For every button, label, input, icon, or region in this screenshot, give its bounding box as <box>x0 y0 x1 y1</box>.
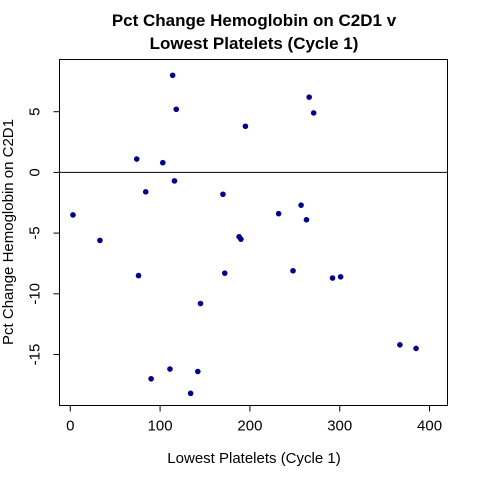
data-point <box>173 106 180 113</box>
x-tick-label: 200 <box>237 418 262 435</box>
data-point <box>220 191 226 198</box>
data-point <box>97 237 103 244</box>
data-point <box>298 202 304 208</box>
chart-title-line-1: Pct Change Hemoglobin on C2D1 v <box>112 11 397 30</box>
data-point <box>142 189 149 195</box>
data-point <box>413 345 419 352</box>
x-tick-label: 400 <box>417 418 442 435</box>
data-point <box>397 341 403 348</box>
data-point <box>238 236 244 242</box>
y-tick-label: -5 <box>27 226 44 239</box>
data-point <box>169 72 176 79</box>
y-tick-label: 0 <box>27 168 44 176</box>
data-point <box>337 274 344 280</box>
y-axis: -15 -10 -5 0 5 <box>27 108 60 366</box>
data-point <box>135 272 142 279</box>
data-point <box>171 178 178 184</box>
data-point <box>303 216 310 223</box>
chart-title-line-2: Lowest Platelets (Cycle 1) <box>150 34 359 53</box>
data-point <box>70 212 76 218</box>
data-point <box>290 267 296 274</box>
x-axis: 0 100 200 300 400 <box>66 405 442 435</box>
data-point <box>159 159 166 166</box>
y-tick-label: -15 <box>27 344 44 366</box>
data-point <box>133 156 140 162</box>
data-point <box>187 390 194 397</box>
x-tick-label: 100 <box>148 418 173 435</box>
y-axis-label: Pct Change Hemoglobin on C2D1 <box>0 119 17 345</box>
data-point <box>310 110 317 116</box>
data-point <box>242 123 249 130</box>
data-point <box>167 366 173 372</box>
data-point <box>148 375 154 382</box>
data-point <box>329 275 336 281</box>
plot-frame <box>59 59 448 406</box>
x-tick-label: 300 <box>327 418 352 435</box>
x-tick-label: 0 <box>66 418 74 435</box>
x-axis-label: Lowest Platelets (Cycle 1) <box>167 450 340 467</box>
y-tick-label: -10 <box>27 283 44 305</box>
data-points <box>70 72 419 397</box>
data-point <box>275 210 282 217</box>
data-point <box>221 270 228 276</box>
data-point <box>306 94 312 100</box>
y-tick-label: 5 <box>27 108 44 116</box>
data-point <box>197 300 204 307</box>
data-point <box>195 368 201 375</box>
